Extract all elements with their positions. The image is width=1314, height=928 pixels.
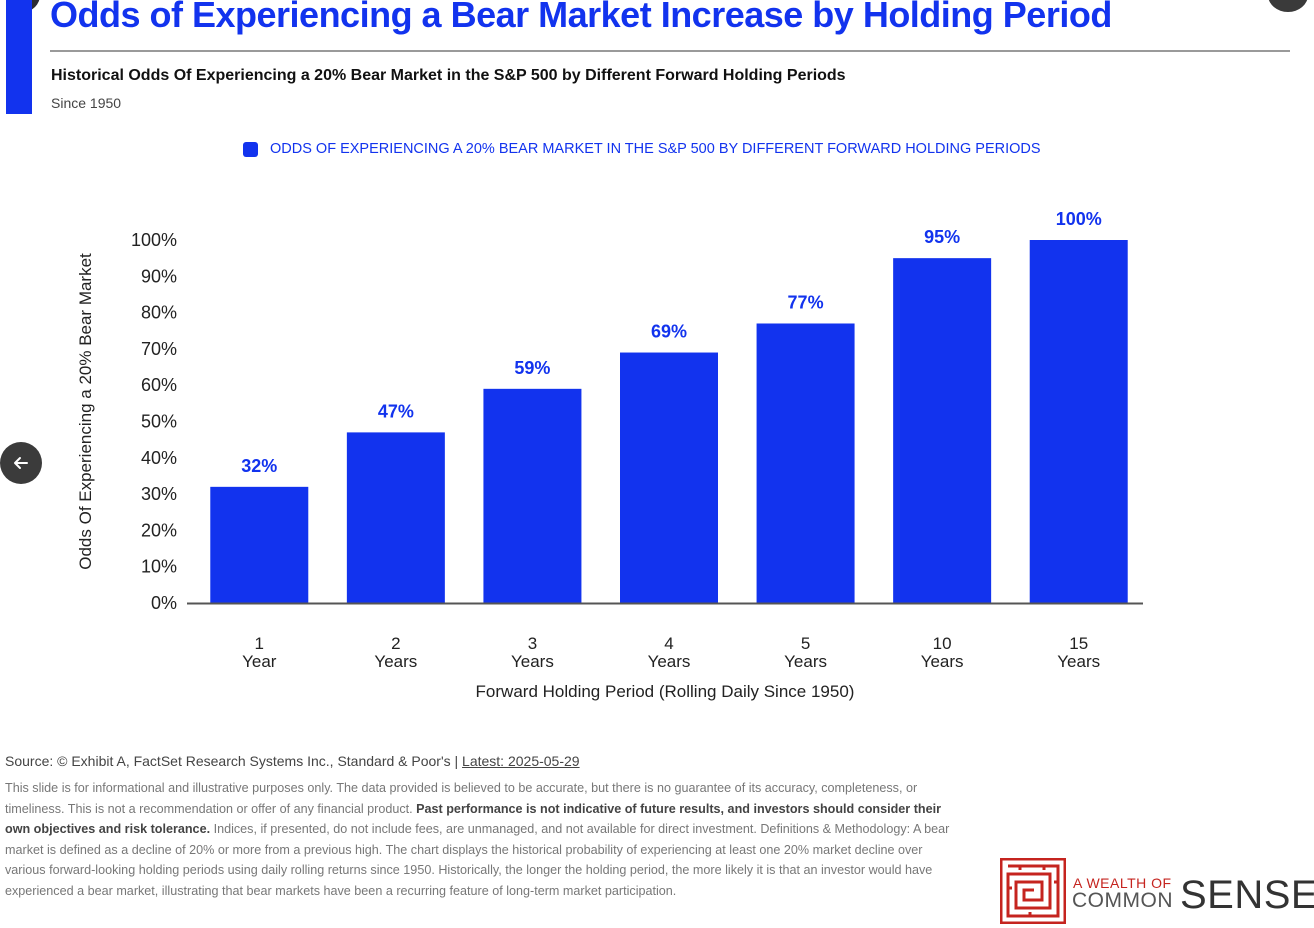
bar	[210, 486, 309, 603]
source-text: Source: © Exhibit A, FactSet Research Sy…	[5, 753, 463, 769]
y-tick-label: 40%	[141, 448, 177, 468]
data-label: 69%	[651, 322, 687, 342]
x-tick-label: 1	[255, 634, 264, 653]
chart-subtitle: Historical Odds Of Experiencing a 20% Be…	[51, 67, 846, 84]
legend-label: ODDS OF EXPERIENCING A 20% BEAR MARKET I…	[270, 141, 1041, 157]
x-axis-label: Forward Holding Period (Rolling Daily Si…	[476, 682, 855, 701]
back-arrow-button[interactable]	[0, 442, 42, 484]
y-axis-label: Odds Of Experiencing a 20% Bear Market	[76, 253, 95, 570]
title-divider	[50, 50, 1290, 52]
x-tick-label: 2	[391, 634, 400, 653]
logo-text-sense: SENSE	[1180, 873, 1314, 917]
bar	[346, 432, 445, 603]
logo-text-common: COMMON	[1072, 889, 1173, 912]
disclaimer-text-1: This slide is for informational and illu…	[5, 781, 918, 816]
corner-control-right[interactable]	[1268, 0, 1308, 12]
logo-text-small: A WEALTH OF	[1073, 875, 1172, 891]
y-tick-label: 30%	[141, 484, 177, 504]
data-label: 77%	[788, 292, 824, 312]
disclaimer-text-2: Indices, if presented, do not include fe…	[5, 822, 950, 898]
maze-logo-icon	[1000, 858, 1066, 924]
y-tick-label: 0%	[151, 593, 177, 613]
bar	[893, 258, 992, 603]
since-label: Since 1950	[51, 95, 122, 111]
data-label: 47%	[378, 401, 414, 421]
x-tick-label: Years	[648, 652, 691, 671]
x-tick-label: Year	[242, 652, 277, 671]
source-line: Source: © Exhibit A, FactSet Research Sy…	[5, 753, 580, 769]
brand-logo: A WEALTH OF COMMON SENSE	[1000, 858, 1314, 926]
x-tick-label: Years	[921, 652, 964, 671]
y-tick-label: 60%	[141, 375, 177, 395]
y-tick-label: 90%	[141, 266, 177, 286]
title-accent-bar	[6, 0, 32, 114]
x-tick-label: Years	[374, 652, 417, 671]
y-tick-label: 80%	[141, 303, 177, 323]
y-tick-label: 100%	[131, 230, 177, 250]
x-tick-label: 3	[528, 634, 537, 653]
x-tick-label: 5	[801, 634, 810, 653]
bar	[756, 323, 855, 603]
arrow-left-icon	[14, 457, 28, 469]
disclaimer: This slide is for informational and illu…	[5, 778, 965, 902]
y-tick-label: 70%	[141, 339, 177, 359]
y-tick-label: 50%	[141, 412, 177, 432]
bar	[620, 352, 718, 603]
data-label: 32%	[241, 456, 277, 476]
x-tick-label: Years	[1057, 652, 1100, 671]
bar-chart: 0% 10% 20% 30% 40% 50% 60% 70% 80% 90% 100% Odds Of…	[76, 209, 1143, 701]
bar	[483, 388, 582, 603]
y-tick-label: 10%	[141, 557, 177, 577]
x-tick-label: Years	[784, 652, 827, 671]
x-tick-label: 10	[933, 634, 952, 653]
x-tick-label: 15	[1069, 634, 1088, 653]
chart-legend: ODDS OF EXPERIENCING A 20% BEAR MARKET I…	[243, 141, 1041, 157]
x-tick-label: Years	[511, 652, 554, 671]
latest-date-link[interactable]: Latest: 2025-05-29	[462, 753, 580, 769]
data-label: 100%	[1056, 209, 1102, 229]
data-label: 95%	[924, 227, 960, 247]
bar	[1029, 240, 1128, 603]
legend-swatch	[243, 141, 258, 157]
page-title: Odds of Experiencing a Bear Market Incre…	[50, 0, 1112, 35]
disclaimer-bold: Past performance is not indicative of fu…	[5, 801, 941, 837]
x-tick-label: 4	[664, 634, 673, 653]
y-tick-label: 20%	[141, 520, 177, 540]
data-label: 59%	[514, 358, 550, 378]
